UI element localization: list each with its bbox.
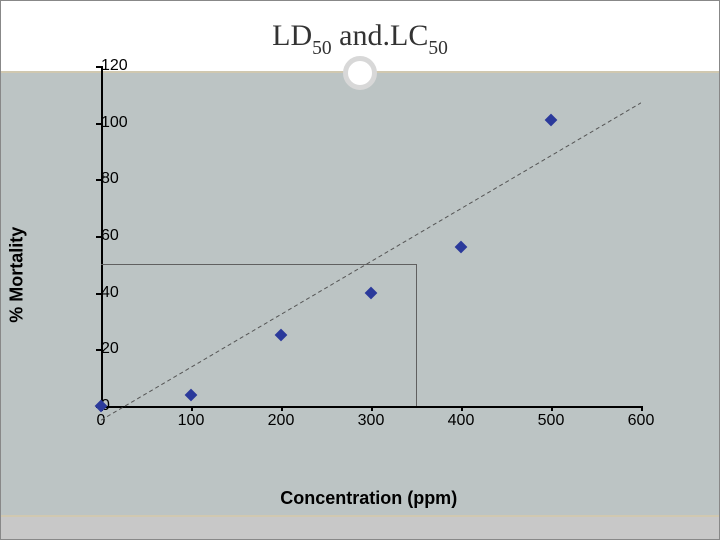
x-tick (461, 406, 463, 411)
data-point (365, 286, 378, 299)
reference-line-horizontal (101, 264, 416, 265)
x-tick-label: 100 (178, 412, 205, 430)
x-tick-label: 200 (268, 412, 295, 430)
regression-line (101, 66, 641, 436)
title-sub-2: 50 (428, 38, 448, 59)
title-part-1: LD (272, 19, 312, 52)
plot-area: 0204060801001200100200300400500600 (101, 66, 641, 436)
title-sub-1: 50 (312, 38, 332, 59)
x-tick (281, 406, 283, 411)
chart-container: % Mortality Concentration (ppm) 02040608… (31, 61, 671, 501)
x-tick (191, 406, 193, 411)
x-tick-label: 0 (97, 412, 106, 430)
y-axis-label: % Mortality (7, 227, 28, 323)
x-tick-label: 400 (448, 412, 475, 430)
x-tick (551, 406, 553, 411)
slide: LD50 and.LC50 % Mortality Concentration … (0, 0, 720, 540)
slide-title: LD50 and.LC50 (1, 19, 719, 58)
x-tick-label: 600 (628, 412, 655, 430)
x-tick-label: 300 (358, 412, 385, 430)
x-tick-label: 500 (538, 412, 565, 430)
footer-band (1, 515, 719, 539)
x-tick (371, 406, 373, 411)
title-part-2: and.LC (332, 19, 429, 52)
reference-line-vertical (416, 264, 417, 406)
data-point (455, 241, 468, 254)
decorative-ring-icon (343, 56, 377, 90)
data-point (275, 329, 288, 342)
data-point (545, 113, 558, 126)
x-tick (641, 406, 643, 411)
x-axis-label: Concentration (ppm) (280, 488, 457, 509)
data-point (185, 388, 198, 401)
